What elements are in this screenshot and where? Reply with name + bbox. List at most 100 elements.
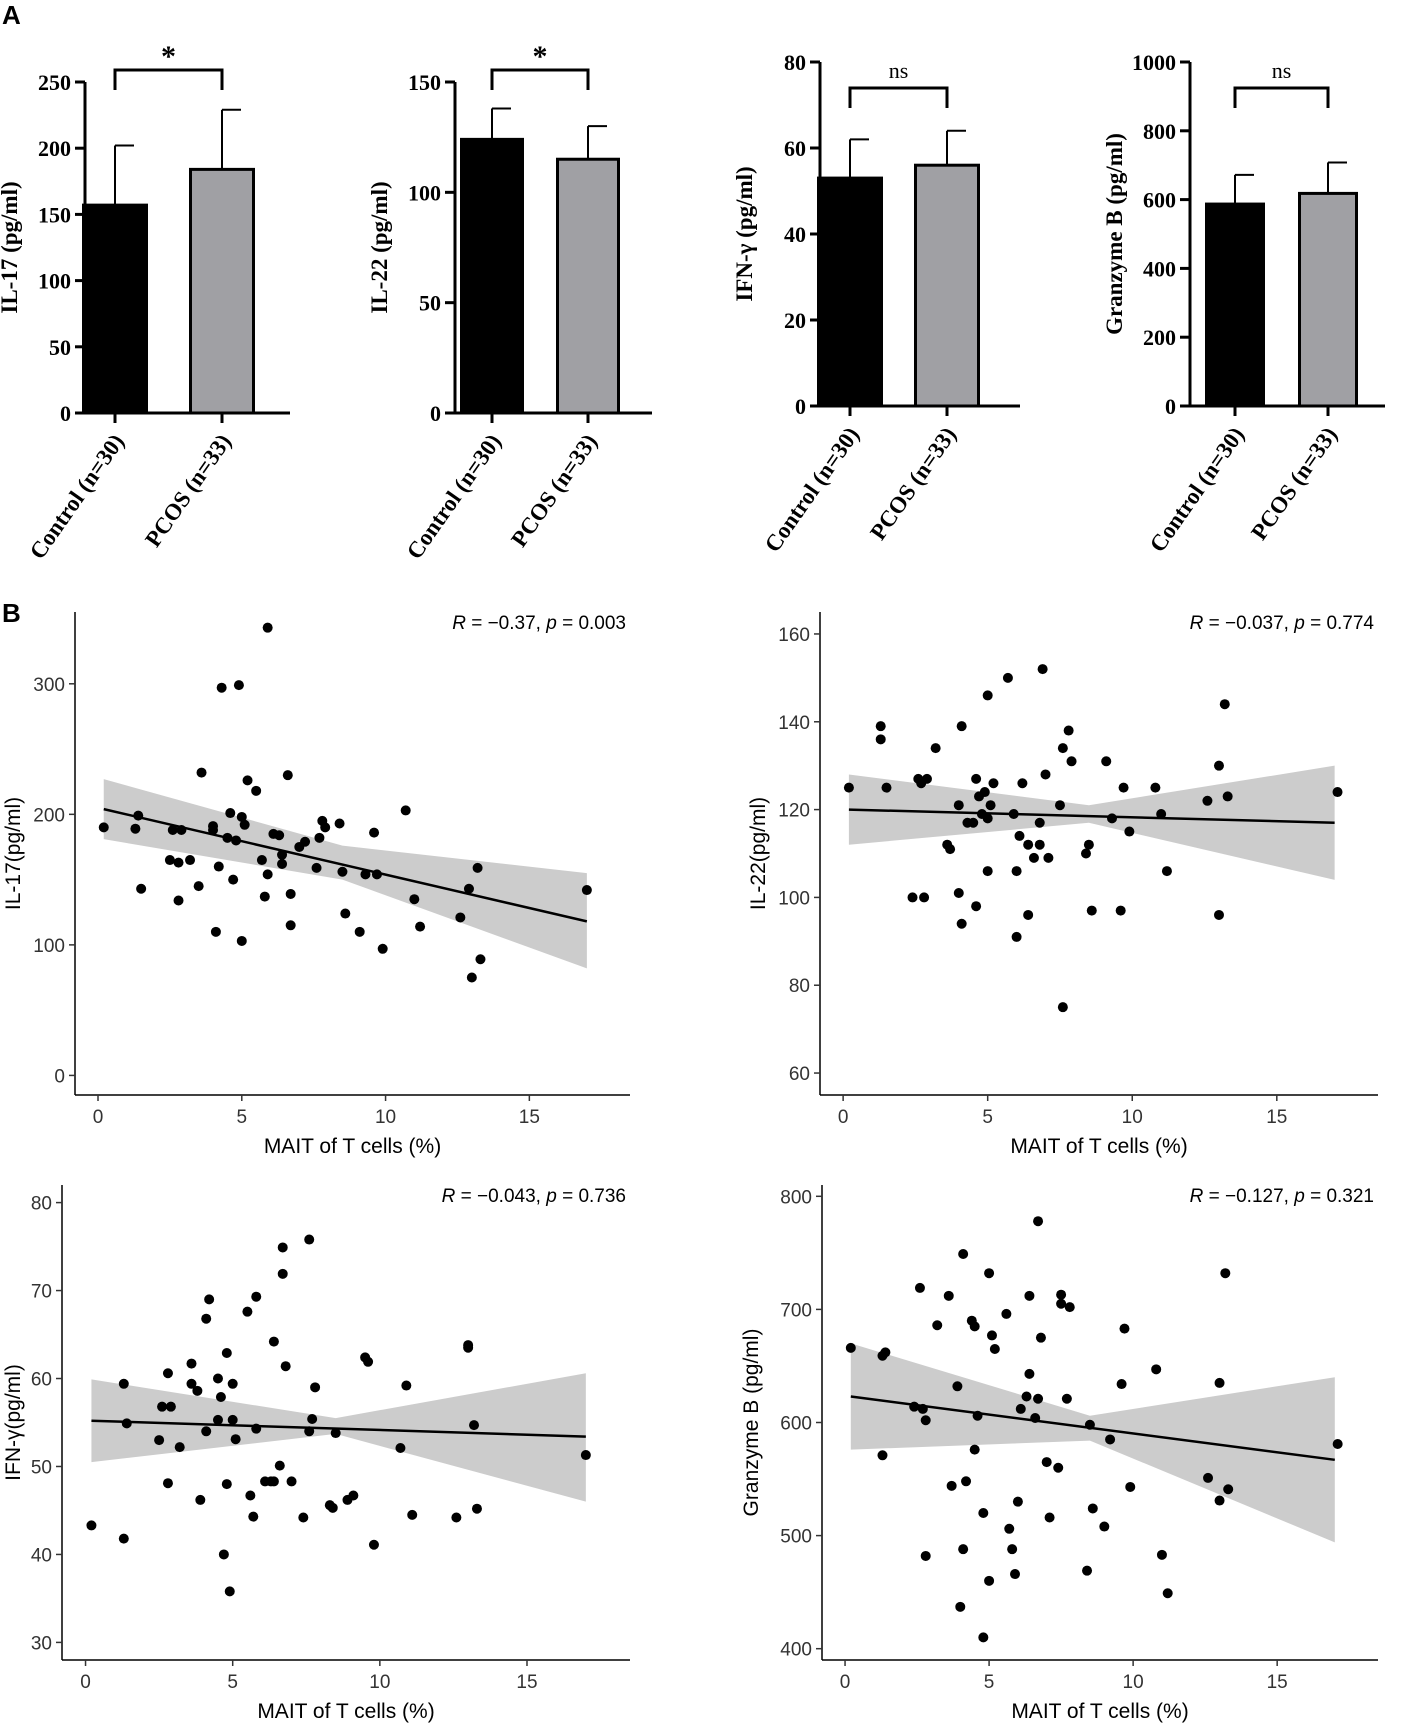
data-point <box>978 1507 989 1518</box>
data-point <box>988 778 999 789</box>
data-point <box>956 721 967 732</box>
data-point <box>1011 931 1022 942</box>
y-axis-title: IL-17(pg/ml) <box>2 797 25 910</box>
data-point <box>463 883 474 894</box>
data-point <box>1017 778 1028 789</box>
data-point <box>314 832 325 843</box>
data-point <box>1004 1523 1015 1534</box>
data-point <box>233 680 244 691</box>
data-point <box>971 773 982 784</box>
y-tick-label: 0 <box>430 401 441 426</box>
data-point <box>277 858 288 869</box>
y-tick-label: 60 <box>784 136 806 161</box>
data-point <box>1162 1588 1173 1599</box>
data-point <box>368 1539 379 1550</box>
data-point <box>1101 756 1112 767</box>
y-tick-label: 80 <box>789 976 810 997</box>
bar-pcos <box>914 163 980 408</box>
stat-part: R <box>1190 1186 1204 1207</box>
data-point <box>1116 1379 1127 1390</box>
data-point <box>1332 1438 1343 1449</box>
x-tick-label: 15 <box>1267 1672 1288 1693</box>
y-tick-label: 50 <box>31 1457 52 1478</box>
data-point <box>280 1361 291 1372</box>
data-point <box>337 866 348 877</box>
data-point <box>982 866 993 877</box>
data-point <box>451 1512 462 1523</box>
scatter-chart-4: 0 5 10 15 400 500 600 700 800 MAIT of T cells (%)… <box>740 1185 1378 1723</box>
bar-chart-1: 0 50 100 150 200 250 IL-17 (pg/ml) Control (n=3… <box>0 40 290 564</box>
data-point <box>185 855 196 866</box>
y-tick-label: 20 <box>784 308 806 333</box>
bar-pcos <box>189 167 255 415</box>
data-point <box>227 1378 238 1389</box>
data-point <box>1033 1216 1044 1227</box>
significance-bracket <box>848 86 949 108</box>
data-point <box>880 1347 891 1358</box>
data-point <box>930 743 941 754</box>
data-point <box>286 1476 297 1487</box>
stat-part: p <box>545 1186 557 1207</box>
data-point <box>1028 852 1039 863</box>
data-point <box>958 1248 969 1259</box>
data-point <box>304 1234 315 1245</box>
data-point <box>251 785 262 796</box>
bar-control <box>1205 202 1265 408</box>
data-point <box>1086 905 1097 916</box>
data-point <box>956 918 967 929</box>
scatter-chart-1: 0 5 10 15 0 100 200 300 MAIT of T cells (%) IL-17… <box>2 612 630 1158</box>
data-point <box>248 1511 259 1522</box>
data-point <box>1223 1484 1234 1495</box>
y-tick-label: 30 <box>31 1633 52 1654</box>
x-tick-label: 5 <box>227 1672 238 1693</box>
y-tick-label: 40 <box>31 1545 52 1566</box>
data-point <box>881 782 892 793</box>
data-point <box>985 800 996 811</box>
data-point <box>1061 1393 1072 1404</box>
x-category-label: Control (n=30) <box>1145 423 1249 557</box>
data-point <box>230 1434 241 1445</box>
data-point <box>340 908 351 919</box>
data-point <box>946 1480 957 1491</box>
bar-control <box>460 137 524 415</box>
data-point <box>875 734 886 745</box>
data-point <box>984 1575 995 1586</box>
data-point <box>1080 848 1091 859</box>
data-point <box>360 869 371 880</box>
y-tick-label: 800 <box>1143 119 1176 144</box>
data-point <box>311 862 322 873</box>
stat-part: p <box>1293 1186 1305 1207</box>
x-category-label: PCOS (n=33) <box>1246 423 1342 545</box>
data-point <box>1118 782 1129 793</box>
data-point <box>118 1533 129 1544</box>
data-point <box>978 1632 989 1643</box>
data-point <box>1064 1302 1075 1313</box>
regression-line <box>850 1395 1335 1462</box>
data-point <box>298 1512 309 1523</box>
data-point <box>919 892 930 903</box>
data-point <box>1151 1364 1162 1375</box>
data-point <box>224 1586 235 1597</box>
significance-label: * <box>533 40 548 73</box>
stat-part: R <box>442 1186 456 1207</box>
data-point <box>984 1268 995 1279</box>
data-point <box>228 874 239 885</box>
data-point <box>285 920 296 931</box>
y-tick-label: 200 <box>38 136 71 161</box>
data-point <box>1156 1549 1167 1560</box>
data-point <box>212 1373 223 1384</box>
data-point <box>971 901 982 912</box>
x-tick-label: 10 <box>1123 1672 1144 1693</box>
y-tick-label: 50 <box>49 335 71 360</box>
stat-part: = −0.37, <box>466 613 546 634</box>
x-tick-label: 5 <box>984 1672 995 1693</box>
x-category-label: Control (n=30) <box>402 430 506 564</box>
data-point <box>1043 852 1054 863</box>
data-point <box>472 862 483 873</box>
y-tick-label: 100 <box>408 180 441 205</box>
scatter-chart-2: 0 5 10 15 60 80 100 120 140 160 MAIT of T cells (%… <box>747 612 1378 1158</box>
data-point <box>225 808 236 819</box>
y-tick-label: 800 <box>780 1187 812 1208</box>
correlation-stat: R = −0.127, p = 0.321 <box>1190 1186 1374 1207</box>
